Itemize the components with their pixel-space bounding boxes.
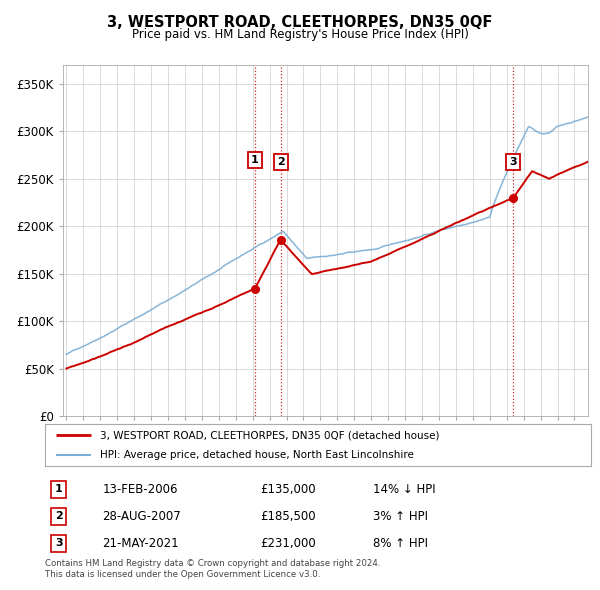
Text: Contains HM Land Registry data © Crown copyright and database right 2024.
This d: Contains HM Land Registry data © Crown c…: [45, 559, 380, 579]
Text: 21-MAY-2021: 21-MAY-2021: [103, 537, 179, 550]
Text: 1: 1: [55, 484, 62, 494]
Text: £135,000: £135,000: [260, 483, 316, 496]
Text: 2: 2: [55, 512, 62, 522]
Text: 3, WESTPORT ROAD, CLEETHORPES, DN35 0QF: 3, WESTPORT ROAD, CLEETHORPES, DN35 0QF: [107, 15, 493, 30]
Text: Price paid vs. HM Land Registry's House Price Index (HPI): Price paid vs. HM Land Registry's House …: [131, 28, 469, 41]
Text: 28-AUG-2007: 28-AUG-2007: [103, 510, 181, 523]
Text: 3: 3: [55, 538, 62, 548]
Text: HPI: Average price, detached house, North East Lincolnshire: HPI: Average price, detached house, Nort…: [100, 450, 413, 460]
Text: 13-FEB-2006: 13-FEB-2006: [103, 483, 178, 496]
Text: 2: 2: [277, 157, 284, 167]
Text: £231,000: £231,000: [260, 537, 316, 550]
Text: 14% ↓ HPI: 14% ↓ HPI: [373, 483, 435, 496]
Text: £185,500: £185,500: [260, 510, 316, 523]
Text: 3, WESTPORT ROAD, CLEETHORPES, DN35 0QF (detached house): 3, WESTPORT ROAD, CLEETHORPES, DN35 0QF …: [100, 430, 439, 440]
Text: 3% ↑ HPI: 3% ↑ HPI: [373, 510, 428, 523]
Text: 8% ↑ HPI: 8% ↑ HPI: [373, 537, 428, 550]
Text: 1: 1: [251, 155, 259, 165]
Text: 3: 3: [509, 157, 517, 167]
